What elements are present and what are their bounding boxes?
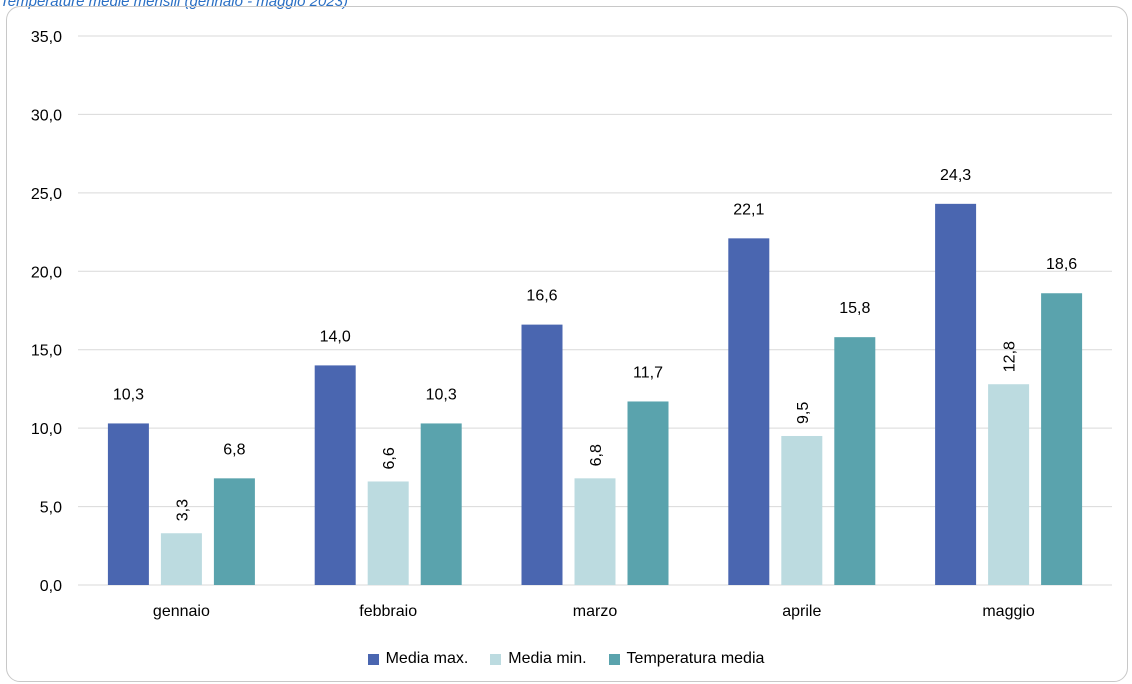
- bar-media-max: [935, 203, 977, 585]
- data-label: 24,3: [940, 167, 971, 184]
- bar-chart: 0,0 5,0 10,0 15,0 20,0 25,0 30,0 35,0 10,3 3,3 6,8…: [31, 29, 1112, 620]
- y-tick-label: 0,0: [40, 578, 62, 595]
- bar-media-min: [988, 384, 1030, 585]
- legend-item-media-max: Media max.: [367, 650, 469, 668]
- bar-media-max: [728, 238, 770, 586]
- chart-legend: Media max. Media min. Temperatura media: [0, 648, 1132, 670]
- data-label: 10,3: [426, 386, 457, 403]
- bar-temperatura-media: [420, 423, 462, 585]
- bar-media-min: [574, 478, 616, 585]
- data-label: 10,3: [113, 386, 144, 403]
- bar-media-max: [314, 365, 356, 585]
- y-tick-label: 30,0: [31, 107, 62, 124]
- bar-temperatura-media: [1041, 293, 1083, 585]
- x-tick-label: marzo: [573, 603, 618, 620]
- data-label: 3,3: [174, 499, 191, 521]
- bar-temperatura-media: [834, 337, 876, 585]
- data-label: 6,8: [588, 444, 605, 466]
- bar-media-max: [521, 324, 563, 585]
- y-tick-label: 5,0: [40, 500, 62, 517]
- legend-swatch-temperatura-media: [608, 653, 620, 665]
- data-label: 6,8: [223, 441, 245, 458]
- bar-media-min: [160, 533, 202, 585]
- data-label: 6,6: [381, 447, 398, 469]
- data-label: 9,5: [795, 402, 812, 424]
- data-label: 14,0: [320, 328, 351, 345]
- legend-swatch-media-max: [367, 653, 379, 665]
- data-label: 12,8: [1002, 341, 1019, 372]
- bar-temperatura-media: [627, 401, 669, 585]
- x-tick-label: febbraio: [359, 603, 417, 620]
- legend-label-media-min: Media min.: [508, 650, 587, 667]
- x-tick-label: aprile: [782, 603, 821, 620]
- data-label: 22,1: [733, 201, 764, 218]
- chart-caption: Temperature medie mensili (gennaio - mag…: [0, 0, 348, 10]
- legend-item-media-min: Media min.: [490, 650, 587, 668]
- legend-label-temperatura-media: Temperatura media: [626, 650, 765, 667]
- data-label: 11,7: [633, 364, 663, 381]
- bar-temperatura-media: [213, 478, 255, 585]
- x-tick-label: maggio: [982, 603, 1035, 620]
- legend-item-temperatura-media: Temperatura media: [608, 650, 765, 668]
- y-tick-label: 10,0: [31, 421, 62, 438]
- x-tick-label: gennaio: [153, 603, 210, 620]
- bar-media-min: [781, 435, 823, 585]
- data-label: 16,6: [526, 288, 557, 305]
- legend-label-media-max: Media max.: [385, 650, 469, 667]
- bar-media-max: [107, 423, 149, 585]
- legend-swatch-media-min: [490, 653, 502, 665]
- y-tick-label: 25,0: [31, 186, 62, 203]
- bar-media-min: [367, 481, 409, 585]
- data-label: 15,8: [839, 300, 870, 317]
- y-tick-label: 35,0: [31, 29, 62, 46]
- data-label: 18,6: [1046, 256, 1077, 273]
- y-tick-label: 20,0: [31, 264, 62, 281]
- y-tick-label: 15,0: [31, 343, 62, 360]
- chart-frame: [6, 6, 1128, 682]
